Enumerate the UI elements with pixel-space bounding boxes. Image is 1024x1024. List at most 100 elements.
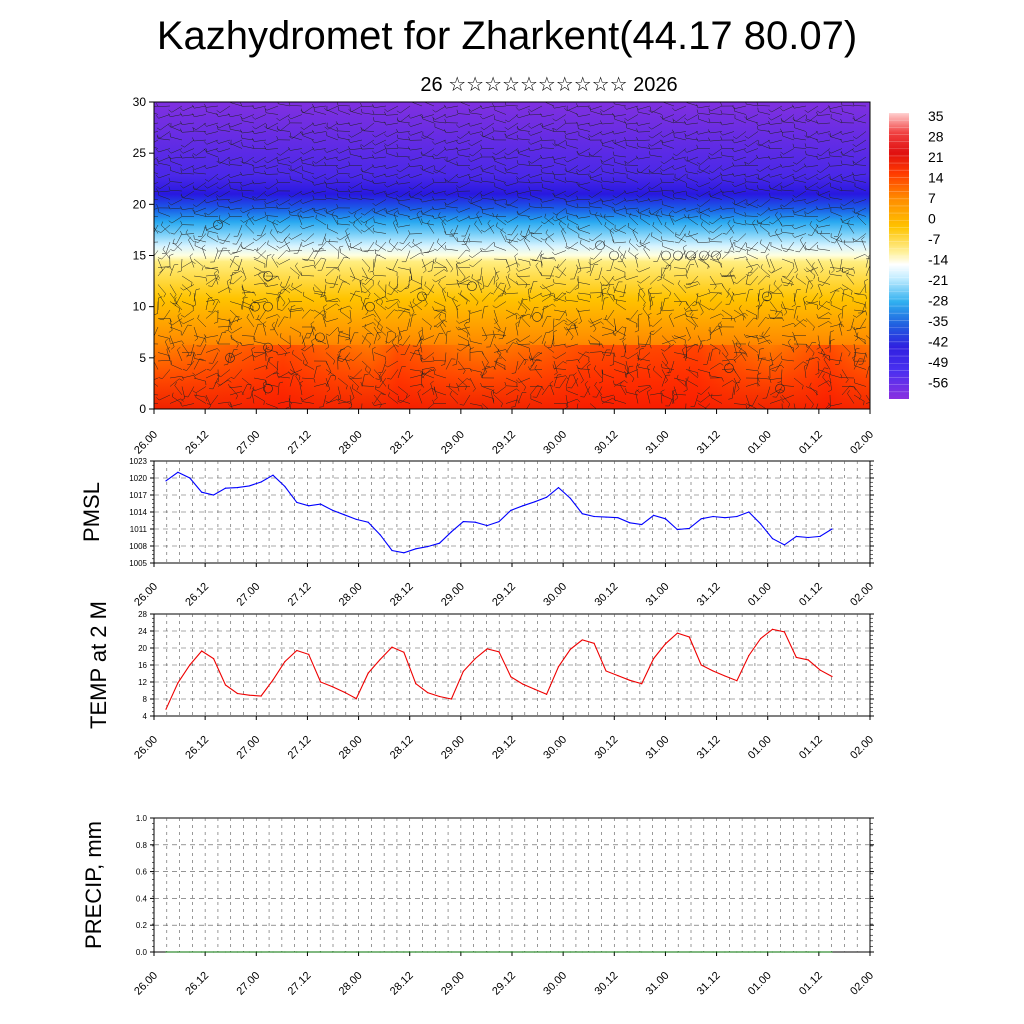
temp-data-point [248,694,250,696]
precip-x-tick-label: 30.12 [592,970,620,998]
pmsl-data-point [557,487,560,489]
precip-x-tick-label: 27.00 [234,970,262,998]
temp-x-tick-label: 01.12 [797,734,825,762]
pmsl-y-axis-label: PMSL [79,482,104,542]
cross-section-x-tick-label: 01.12 [797,429,825,457]
temp-data-point [486,648,488,650]
precip-data-point [617,951,619,953]
precip-data-point [438,951,441,953]
pmsl-y-tick-label: 1008 [129,542,147,551]
precip-data-point [581,951,583,953]
precip-data-point [284,951,286,953]
pmsl-data-point [296,501,298,503]
cross-section-y-tick-label: 15 [133,249,147,263]
cross-section-x-tick-label: 29.00 [439,429,467,457]
pmsl-x-tick-label: 30.12 [592,581,620,609]
temp-data-point [438,695,441,698]
colorbar-label: -28 [928,293,948,309]
cross-section-x-tick-label: 28.00 [337,429,365,457]
pmsl-data-point [201,491,203,493]
cross-section-x-axis: 26.00 26.12 27.00 27.12 28.00 28.12 29.00 29.12… [132,409,876,457]
temp-data-point [760,638,762,640]
cross-section-x-tick-label: 28.12 [388,429,416,457]
temp-data-point [272,679,274,681]
temp-data-point [605,670,607,672]
pmsl-data-point [224,487,227,489]
temp-data-point [819,669,821,671]
temp-data-point [212,658,215,660]
pmsl-y-tick-label: 1017 [129,491,147,500]
temp-data-point [224,684,227,686]
temp-x-tick-label: 26.00 [132,734,160,762]
temp-data-point [712,670,714,672]
temp-data-point [545,693,548,695]
temp-data-point [201,650,203,652]
pmsl-data-point [831,528,833,530]
temp-data-point [474,658,476,660]
pmsl-data-point [367,521,369,523]
precip-x-tick-label: 30.00 [541,970,569,998]
precip-data-point [795,951,797,953]
precip-data-point [391,951,393,953]
precip-data-point [260,951,262,953]
pmsl-y-tick-label: 1014 [129,508,147,517]
temp-data-point [165,708,167,710]
pmsl-x-tick-label: 01.00 [746,581,774,609]
precip-x-tick-label: 31.00 [644,970,672,998]
precip-data-point [545,951,548,953]
temp-data-point [771,628,774,630]
temp-data-point [355,697,357,700]
precip-data-point [748,951,750,953]
temp-data-point [331,686,334,688]
pmsl-x-tick-label: 31.00 [644,581,672,609]
temp-x-tick-label: 26.12 [183,734,211,762]
precip-panel: 1.0 0.8 0.6 0.4 0.2 0.0 PRECIP, mm 26.00 26.12 27… [81,814,876,998]
pmsl-data-point [308,505,310,507]
colorbar-label: -49 [928,354,948,370]
temp-y-tick-label: 20 [138,644,147,653]
colorbar-label: -35 [928,313,948,329]
temp-data-point [807,659,809,661]
precip-data-point [296,951,298,953]
colorbar-label: 0 [928,211,936,227]
temp-x-tick-label: 29.00 [439,734,467,762]
cross-section-x-tick-label: 31.00 [644,429,672,457]
temp-x-tick-label: 02.00 [848,734,876,762]
cross-section-y-tick-label: 20 [133,197,147,211]
pmsl-panel: 1023 1020 1017 1014 1011 1008 1005 PMSL 26.00 26.… [79,457,876,609]
temp-data-point [629,679,631,681]
precip-data-point [641,951,643,953]
precip-data-point [212,951,215,953]
pmsl-data-point [415,548,417,550]
precip-data-point [450,951,453,953]
pmsl-y-tick-label: 1020 [129,474,147,483]
temp-data-point [724,675,726,677]
cross-section-y-tick-label: 10 [133,300,147,314]
precip-x-tick-label: 28.12 [388,970,416,998]
precip-data-point [629,951,631,953]
precip-data-point [224,951,227,953]
temp-y-axis-label: TEMP at 2 M [86,601,111,729]
temp-data-point [296,649,298,652]
temp-data-point [593,642,595,644]
pmsl-data-point [581,513,583,515]
pmsl-data-point [320,503,322,505]
temp-data-point [284,661,286,663]
temp-y-tick-label: 4 [143,712,148,721]
pmsl-x-tick-label: 27.00 [234,581,262,609]
temp-data-point [534,688,536,690]
precip-data-point [201,951,203,953]
precip-data-point [534,951,536,953]
precip-x-tick-label: 29.00 [439,970,467,998]
pmsl-y-tick-label: 1023 [129,457,147,466]
precip-x-tick-label: 26.12 [183,970,211,998]
precip-x-tick-label: 26.00 [132,970,160,998]
pmsl-data-point [331,509,334,511]
colorbar-label: -42 [928,334,948,350]
temp-data-point [415,683,417,685]
pmsl-data-point [248,485,250,487]
precip-data-point [355,951,357,953]
pmsl-data-point [688,527,690,530]
colorbar-label: -21 [928,272,948,288]
colorbar-label: -7 [928,231,941,247]
